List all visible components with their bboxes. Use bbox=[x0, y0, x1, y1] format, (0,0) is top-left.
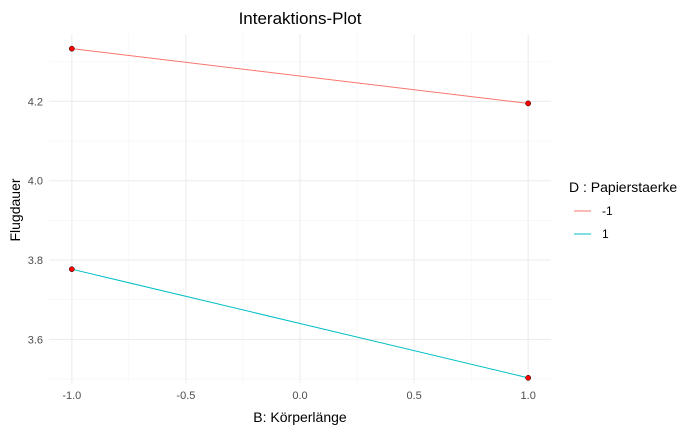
y-tick-label: 3.8 bbox=[28, 255, 43, 267]
y-tick-label: 3.6 bbox=[28, 334, 43, 346]
x-tick-label: 1.0 bbox=[521, 390, 536, 402]
legend: D : Papierstaerke -1 1 bbox=[569, 179, 677, 241]
x-tick-label: -0.5 bbox=[176, 390, 195, 402]
data-point bbox=[68, 266, 75, 273]
chart-title: Interaktions-Plot bbox=[239, 9, 362, 28]
data-point bbox=[525, 100, 532, 107]
y-tick-label: 4.0 bbox=[28, 176, 43, 188]
data-point bbox=[68, 45, 75, 52]
x-tick-label: -1.0 bbox=[62, 390, 81, 402]
x-axis-title: B: Körperlänge bbox=[253, 409, 347, 425]
x-tick-label: 0.0 bbox=[292, 390, 307, 402]
y-axis-ticks: 3.6 3.8 4.0 4.2 bbox=[28, 96, 43, 346]
series-line bbox=[71, 48, 529, 104]
x-axis-ticks: -1.0 -0.5 0.0 0.5 1.0 bbox=[62, 390, 535, 402]
legend-title: D : Papierstaerke bbox=[569, 179, 677, 195]
legend-label: 1 bbox=[602, 227, 609, 241]
grid bbox=[49, 34, 551, 383]
series-layer bbox=[68, 45, 532, 381]
y-tick-label: 4.2 bbox=[28, 96, 43, 108]
y-axis-title: Flugdauer bbox=[7, 178, 23, 241]
x-tick-label: 0.5 bbox=[406, 390, 421, 402]
series-line bbox=[71, 268, 529, 379]
data-point bbox=[525, 374, 532, 381]
legend-label: -1 bbox=[602, 204, 613, 218]
